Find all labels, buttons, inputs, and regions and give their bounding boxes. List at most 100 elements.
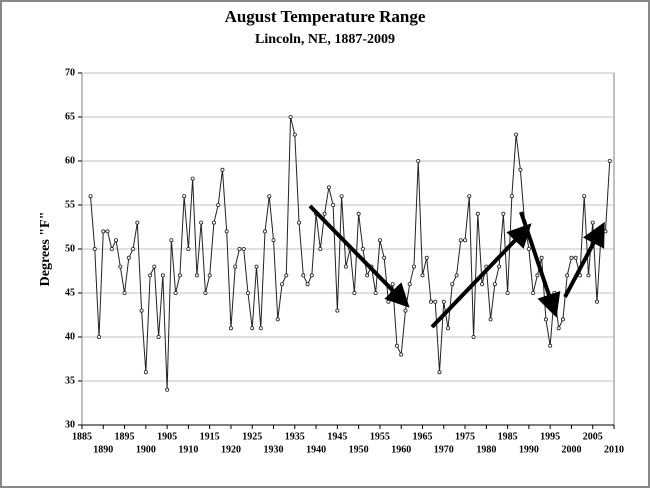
point bbox=[394, 343, 399, 348]
point bbox=[586, 273, 591, 278]
point bbox=[590, 220, 595, 225]
point bbox=[467, 194, 472, 199]
point bbox=[416, 158, 421, 163]
x-tick-label: 1975 bbox=[455, 431, 475, 442]
point bbox=[131, 246, 136, 251]
point bbox=[471, 334, 476, 339]
point bbox=[297, 220, 302, 225]
point bbox=[556, 326, 561, 331]
x-tick-label: 1905 bbox=[157, 431, 177, 442]
point bbox=[565, 273, 570, 278]
point bbox=[228, 326, 233, 331]
point bbox=[152, 264, 157, 269]
x-tick-label: 1900 bbox=[136, 444, 156, 455]
arrow bbox=[430, 223, 532, 329]
arrow bbox=[519, 211, 561, 318]
point bbox=[501, 211, 506, 216]
point bbox=[263, 229, 268, 234]
point bbox=[177, 273, 182, 278]
y-tick-label: 30 bbox=[65, 419, 75, 430]
point bbox=[335, 308, 340, 313]
point bbox=[543, 317, 548, 322]
point bbox=[190, 176, 195, 181]
point bbox=[386, 299, 391, 304]
point bbox=[492, 282, 497, 287]
point bbox=[305, 282, 310, 287]
point bbox=[360, 246, 365, 251]
point bbox=[280, 282, 285, 287]
point bbox=[118, 264, 123, 269]
point bbox=[331, 202, 336, 207]
point bbox=[105, 229, 110, 234]
trend-arrows bbox=[308, 204, 605, 329]
point bbox=[454, 273, 459, 278]
point bbox=[267, 194, 272, 199]
y-tick-label: 65 bbox=[65, 111, 75, 122]
point bbox=[390, 282, 395, 287]
y-tick-label: 40 bbox=[65, 331, 75, 342]
x-tick-label: 1990 bbox=[519, 444, 539, 455]
point bbox=[241, 246, 246, 251]
point bbox=[437, 370, 442, 375]
chart-title: August Temperature Range bbox=[225, 7, 426, 26]
point bbox=[160, 273, 165, 278]
point bbox=[339, 194, 344, 199]
x-tick-label: 1925 bbox=[242, 431, 262, 442]
point bbox=[343, 264, 348, 269]
point bbox=[603, 229, 608, 234]
point bbox=[399, 352, 404, 357]
point bbox=[411, 264, 416, 269]
point bbox=[156, 334, 161, 339]
point bbox=[97, 334, 102, 339]
point bbox=[292, 132, 297, 137]
point bbox=[224, 229, 229, 234]
point bbox=[165, 387, 170, 392]
point bbox=[284, 273, 289, 278]
point bbox=[475, 211, 480, 216]
y-tick-label: 70 bbox=[65, 67, 75, 78]
point bbox=[258, 326, 263, 331]
point bbox=[139, 308, 144, 313]
x-tick-label: 1955 bbox=[370, 431, 390, 442]
point bbox=[271, 238, 276, 243]
x-tick-label: 1890 bbox=[93, 444, 113, 455]
point bbox=[573, 255, 578, 260]
point bbox=[582, 194, 587, 199]
x-tick-label: 1960 bbox=[391, 444, 411, 455]
y-tick-label: 45 bbox=[65, 287, 75, 298]
point bbox=[607, 158, 612, 163]
y-tick-label: 55 bbox=[65, 199, 75, 210]
point bbox=[122, 290, 127, 295]
point bbox=[535, 273, 540, 278]
point bbox=[275, 317, 280, 322]
point bbox=[463, 238, 468, 243]
point bbox=[216, 202, 221, 207]
point bbox=[373, 290, 378, 295]
point bbox=[514, 132, 519, 137]
point bbox=[207, 273, 212, 278]
point bbox=[301, 273, 306, 278]
point bbox=[548, 343, 553, 348]
point bbox=[211, 220, 216, 225]
x-tick-label: 2005 bbox=[583, 431, 603, 442]
x-tick-label: 1965 bbox=[412, 431, 432, 442]
x-tick-label: 1945 bbox=[327, 431, 347, 442]
x-tick-label: 1910 bbox=[178, 444, 198, 455]
point bbox=[237, 246, 242, 251]
chart-subtitle: Lincoln, NE, 1887-2009 bbox=[255, 32, 395, 47]
point bbox=[488, 317, 493, 322]
point bbox=[169, 238, 174, 243]
point bbox=[365, 273, 370, 278]
x-tick-label: 1915 bbox=[200, 431, 220, 442]
point bbox=[356, 211, 361, 216]
x-tick-label: 1935 bbox=[285, 431, 305, 442]
point bbox=[143, 370, 148, 375]
point bbox=[309, 273, 314, 278]
point bbox=[560, 317, 565, 322]
y-tick-label: 60 bbox=[65, 155, 75, 166]
arrow bbox=[563, 221, 605, 298]
point bbox=[250, 326, 255, 331]
x-tick-label: 1985 bbox=[498, 431, 518, 442]
point bbox=[424, 255, 429, 260]
